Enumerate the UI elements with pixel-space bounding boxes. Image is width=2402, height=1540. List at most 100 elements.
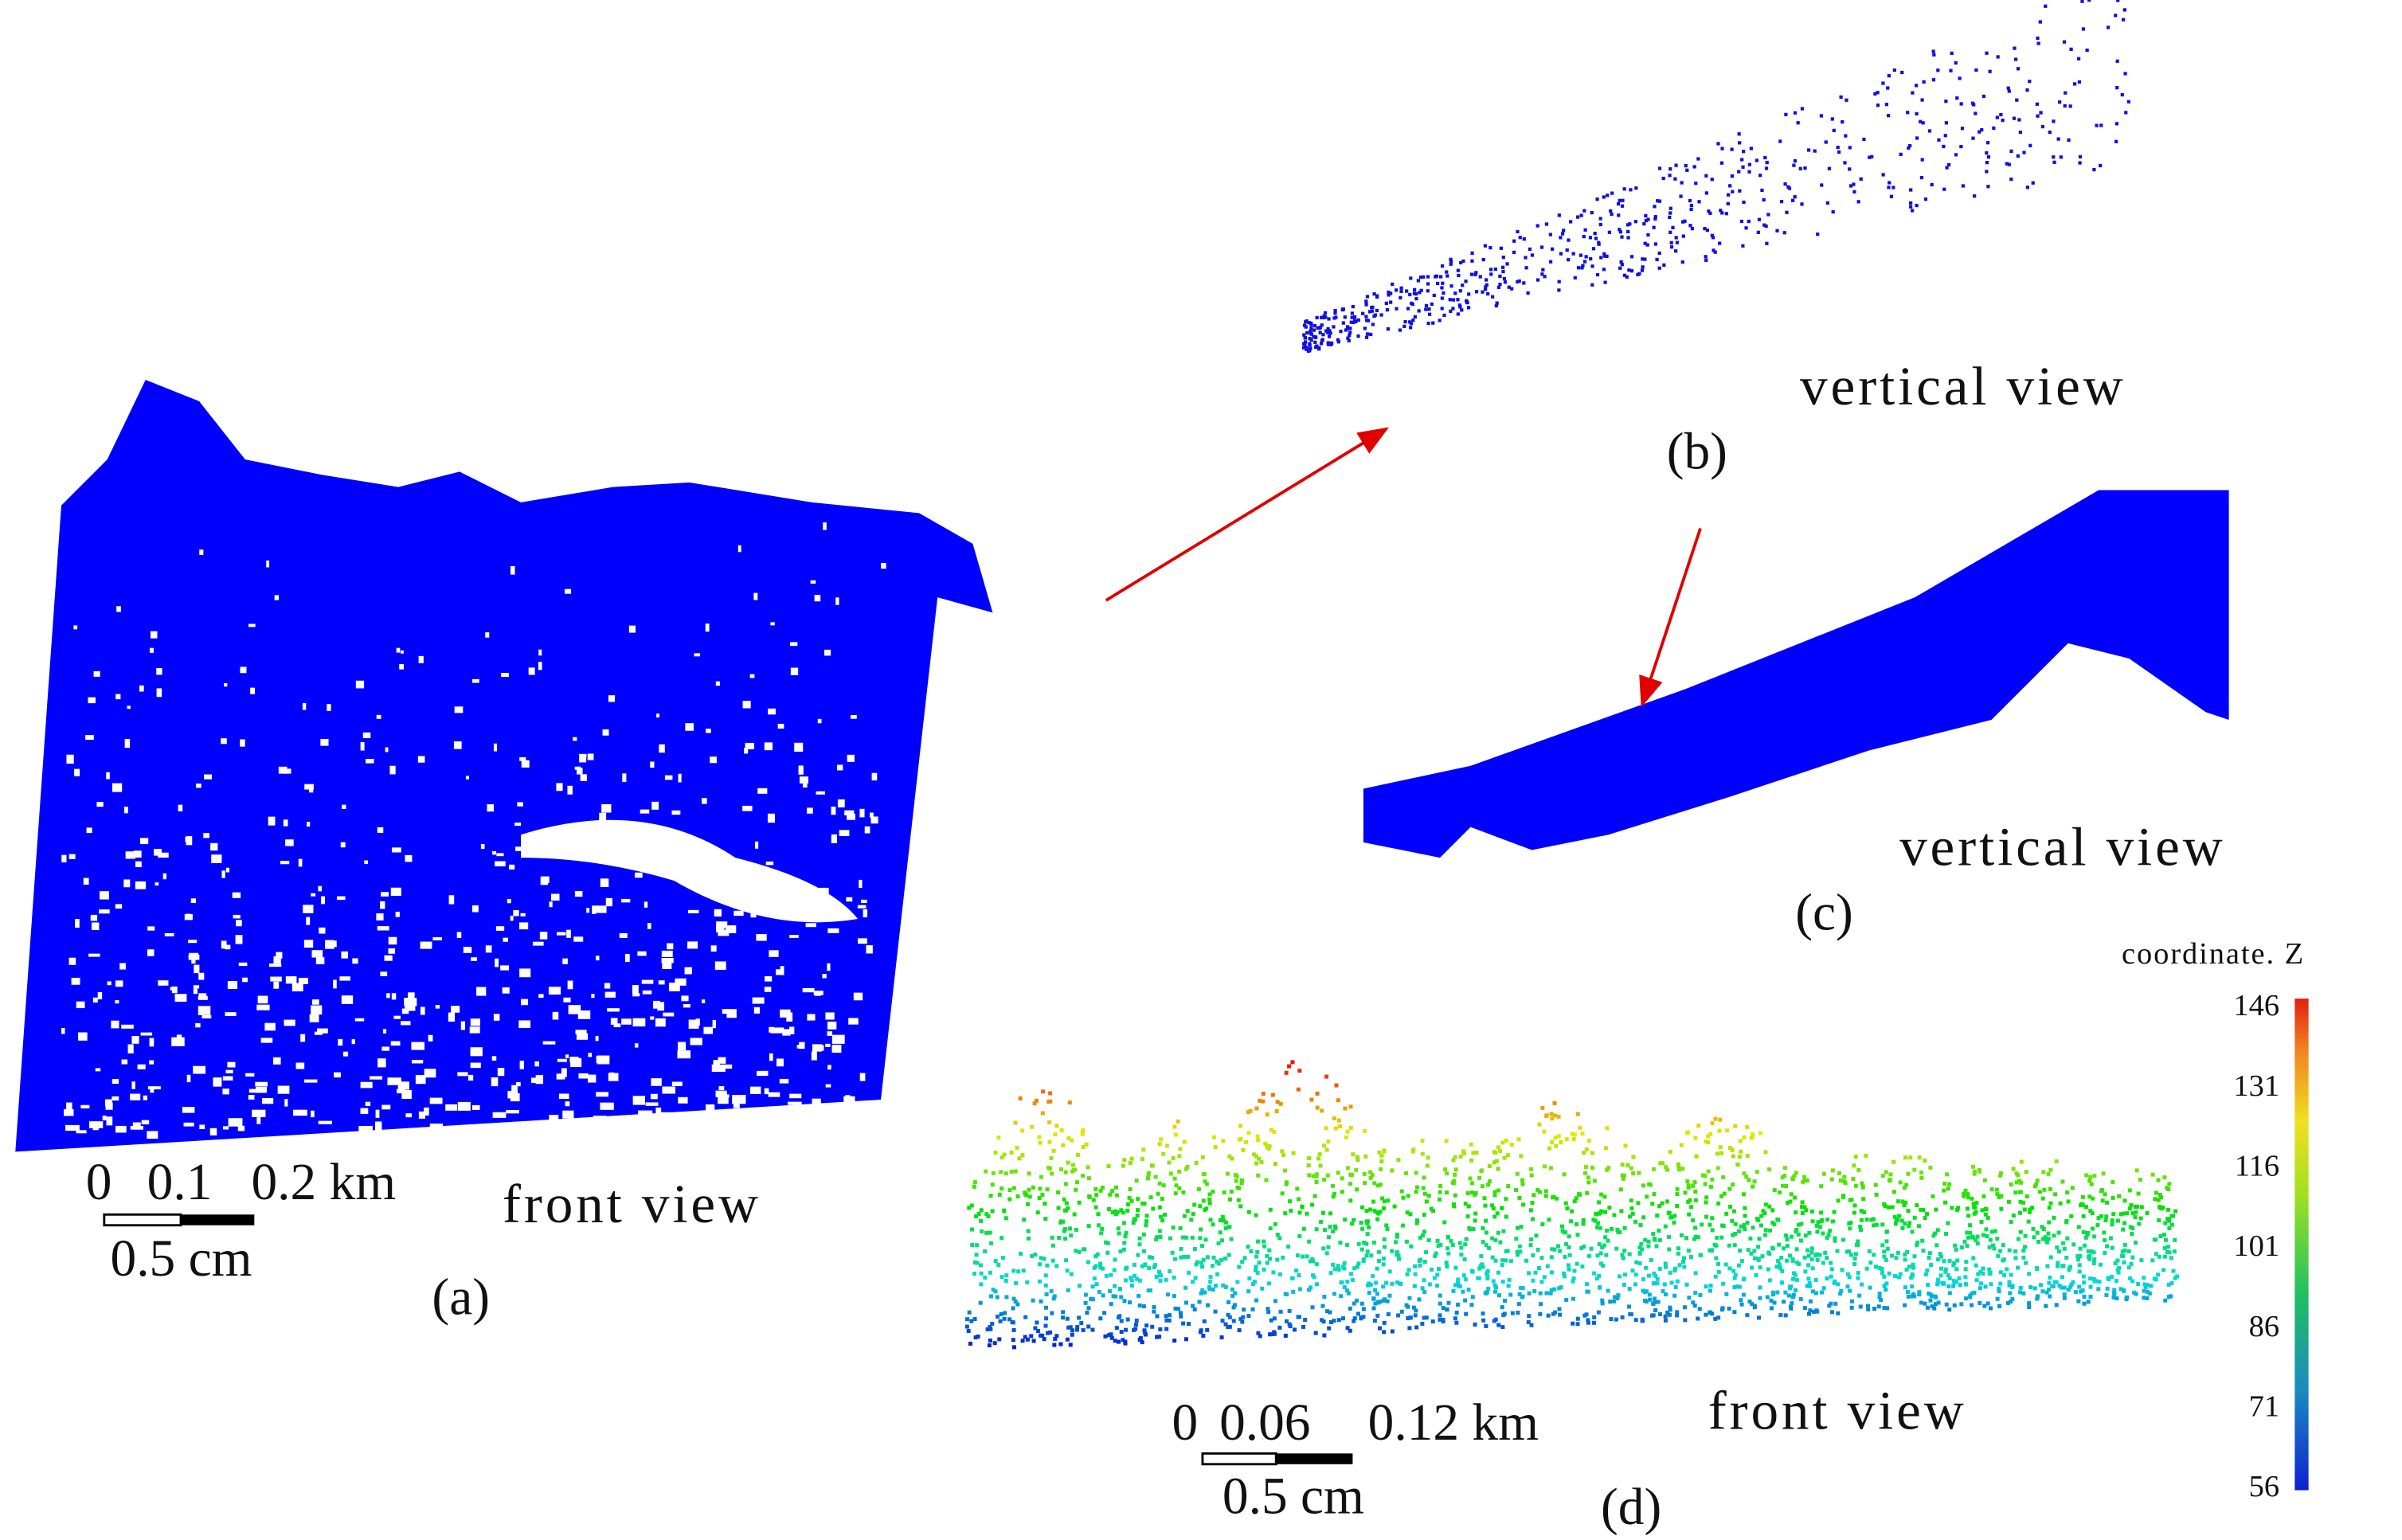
point [1671,225,1675,229]
gap [391,993,397,1000]
point [2088,1276,2093,1281]
point [1637,1171,1641,1175]
point [1003,1311,1007,1315]
point [2056,1230,2061,1235]
gap [642,990,652,995]
point [2113,1261,2118,1266]
point [2006,1300,2011,1305]
point [1375,1217,1380,1221]
point [1907,1224,1911,1229]
point [1845,98,1848,102]
point [1342,1285,1347,1290]
point [1880,1271,1884,1276]
point [1108,1288,1113,1293]
point [1172,1293,1176,1298]
point [1208,1280,1213,1284]
point [2173,1276,2177,1280]
point [1763,155,1767,160]
point [1123,1234,1128,1239]
gap [624,954,630,963]
point [1011,1186,1016,1190]
point [1708,1132,1713,1136]
point [1838,1178,1843,1182]
point [1963,1188,1968,1193]
point [1616,1229,1621,1234]
point [1207,1287,1212,1292]
gap [780,966,784,975]
point [1750,1301,1755,1306]
point [1437,1267,1442,1272]
point [1790,1257,1795,1262]
point [1783,1313,1788,1318]
point [1463,1298,1468,1303]
gap [471,905,479,913]
point [2056,1264,2060,1268]
point [1128,1300,1133,1305]
gap [428,1034,433,1042]
point [1084,1142,1089,1147]
point [1856,1242,1860,1247]
point [1332,1116,1336,1120]
gap [225,867,230,873]
point [1110,1210,1115,1215]
point [1390,1281,1395,1286]
point [1919,1175,1924,1180]
point [1403,319,1407,324]
gap [789,935,799,938]
point [1584,1147,1589,1152]
gap [595,905,607,913]
point [1972,1290,1977,1295]
point [2116,0,2120,2]
point [2073,1290,2078,1295]
point [1829,1310,1834,1315]
point [1683,1318,1688,1323]
gap [457,1072,468,1077]
point [1206,1303,1211,1307]
gap [143,1095,147,1100]
point [1672,1293,1677,1298]
point [1473,1218,1477,1223]
point [1677,1263,1682,1268]
point [1324,1126,1328,1131]
point [1440,307,1444,311]
point [1590,1151,1595,1155]
point [1958,1283,1962,1288]
point [1445,1307,1449,1311]
point [1550,1247,1555,1252]
point [1231,1305,1236,1310]
point [1348,1328,1352,1333]
point [1592,1178,1597,1183]
point [1672,1268,1677,1273]
point [1326,341,1330,345]
point [1715,1235,1719,1240]
point [1050,1243,1055,1248]
gap [256,1117,261,1124]
point [1996,55,2000,59]
point [1950,1206,1954,1210]
point [1606,193,1610,197]
gap [137,1064,146,1069]
gap [836,1117,840,1121]
point [1859,1209,1864,1214]
point [1888,181,1891,185]
point [1905,1249,1910,1254]
point [1546,1313,1551,1318]
point [1830,1168,1835,1173]
gap [574,891,583,897]
point [1550,247,1555,251]
point [1324,1147,1329,1152]
point [1075,1325,1080,1330]
point [969,1319,974,1323]
point [1265,1144,1269,1149]
point [1708,1288,1712,1293]
gap [607,1008,620,1012]
point [2048,1294,2052,1299]
point [986,1214,991,1218]
gap [664,775,673,780]
point [1201,1198,1206,1203]
point [2067,138,2071,143]
point [1250,1307,1255,1311]
point [1379,1153,1384,1158]
point [1780,1175,1785,1180]
point [1743,1206,1747,1210]
